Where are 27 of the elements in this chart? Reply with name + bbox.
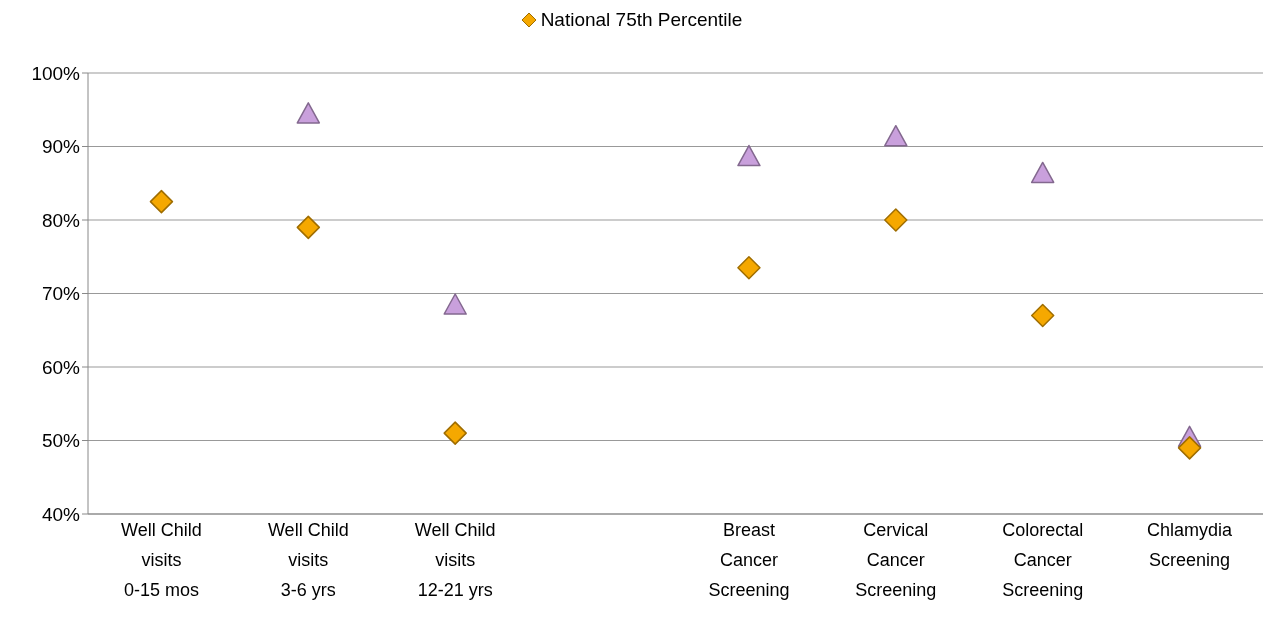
x-tick-label: Well Child visits 12-21 yrs bbox=[414, 520, 496, 600]
x-tick-label: Cervical Cancer Screening bbox=[855, 520, 937, 600]
point bbox=[1177, 436, 1202, 460]
x-tick-label: Colorectal Cancer Screening bbox=[1002, 520, 1084, 600]
point bbox=[1030, 303, 1055, 328]
y-tick-label: 60% bbox=[41, 356, 81, 378]
y-tick-label: 50% bbox=[41, 430, 81, 452]
x-tick-label: Well Child visits 3-6 yrs bbox=[267, 520, 349, 600]
point bbox=[737, 144, 761, 167]
y-tick-label: 90% bbox=[41, 136, 81, 158]
y-tick-label: 40% bbox=[41, 503, 81, 525]
x-tick-label: Well Child visits 0-15 mos bbox=[121, 520, 202, 600]
y-tick-label: 100% bbox=[31, 62, 81, 84]
y-tick-label: 70% bbox=[41, 283, 81, 305]
point bbox=[1030, 161, 1055, 184]
y-tick-label: 80% bbox=[41, 209, 81, 231]
x-tick-label: Breast Cancer Screening bbox=[708, 520, 790, 600]
point bbox=[884, 208, 908, 232]
x-tick-label: Chlamydia Screening bbox=[1147, 520, 1234, 570]
point bbox=[884, 124, 908, 147]
point bbox=[737, 256, 761, 280]
point bbox=[443, 293, 467, 315]
point bbox=[296, 102, 321, 124]
point bbox=[296, 215, 321, 240]
point bbox=[149, 189, 174, 214]
point bbox=[443, 421, 467, 445]
legend-label: National 75th Percentile bbox=[540, 9, 743, 31]
